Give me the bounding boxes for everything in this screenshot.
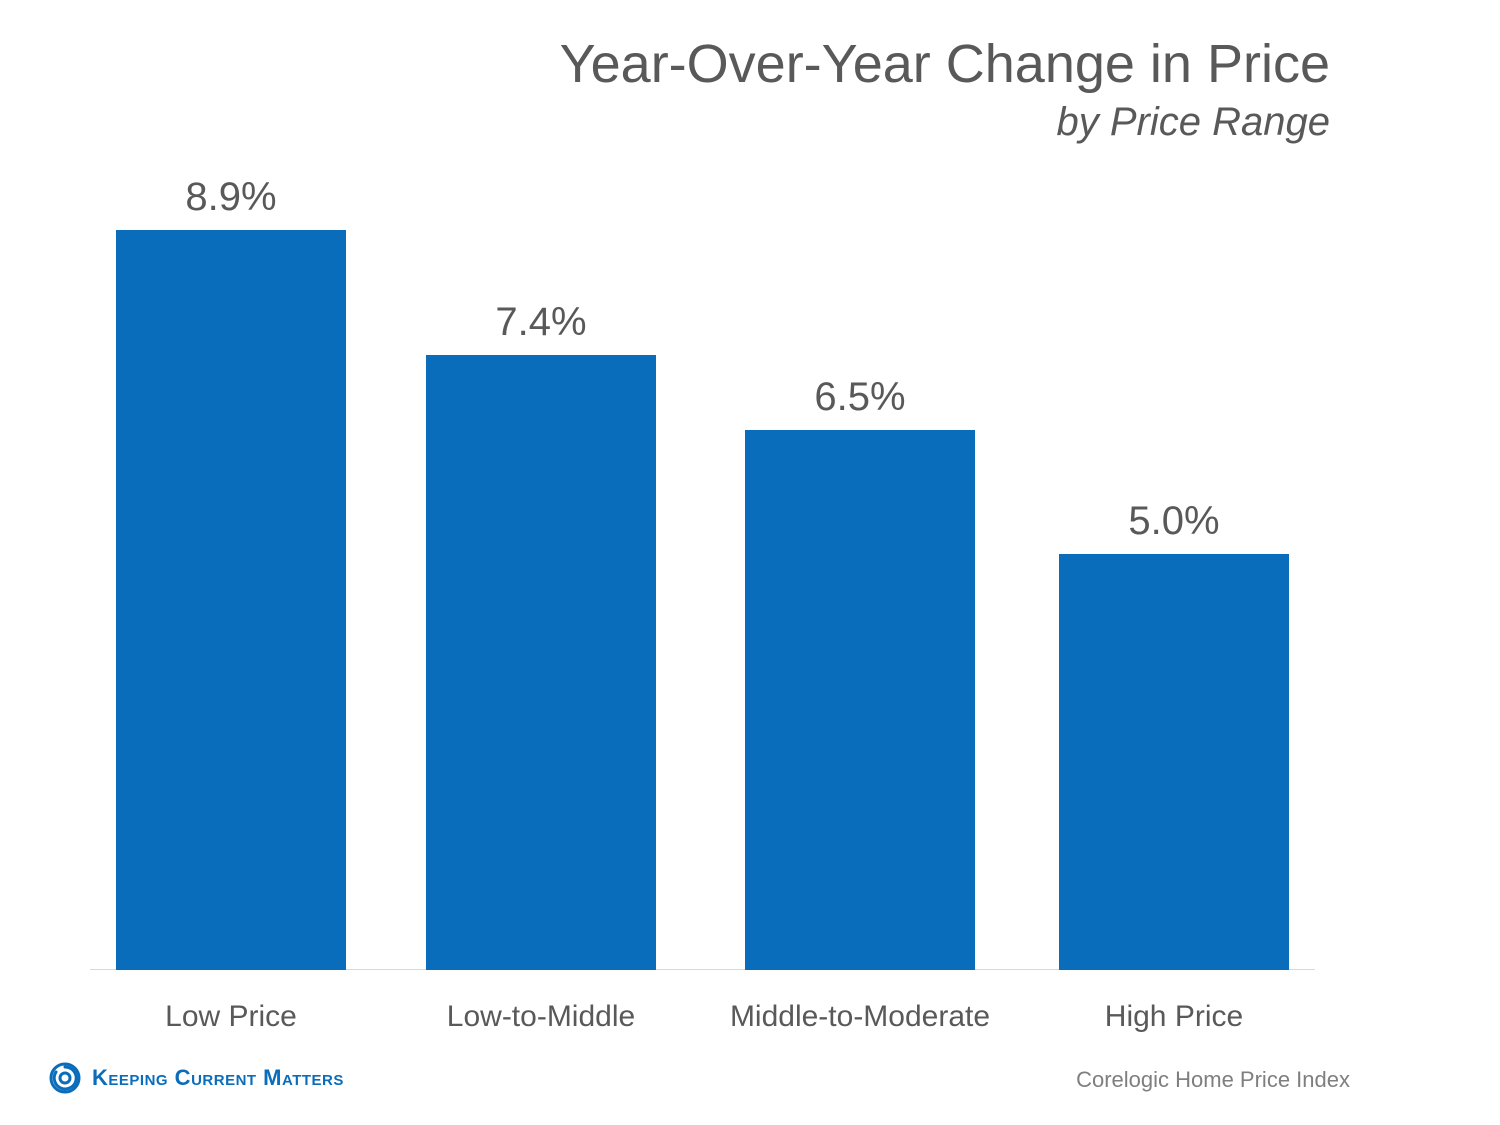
chart-title-block: Year-Over-Year Change in Price by Price … <box>560 35 1330 145</box>
bar-slot: 6.5% <box>745 430 975 970</box>
bar-slot: 5.0% <box>1059 554 1289 970</box>
bar <box>745 430 975 970</box>
category-label: High Price <box>1014 1000 1334 1034</box>
category-label: Low Price <box>71 1000 391 1034</box>
bar-value-label: 8.9% <box>81 175 381 220</box>
source-attribution: Corelogic Home Price Index <box>1076 1067 1350 1093</box>
bar <box>1059 554 1289 970</box>
bar-value-label: 5.0% <box>1024 499 1324 544</box>
bar-slot: 7.4% <box>426 355 656 970</box>
bar <box>116 230 346 970</box>
bar <box>426 355 656 970</box>
footer-brand: Keeping Current Matters <box>48 1061 344 1095</box>
slide-stage: Year-Over-Year Change in Price by Price … <box>0 0 1500 1125</box>
bar-value-label: 7.4% <box>391 300 691 345</box>
spiral-logo-icon <box>48 1061 82 1095</box>
category-label: Middle-to-Moderate <box>700 1000 1020 1034</box>
chart-subtitle: by Price Range <box>560 100 1330 145</box>
brand-text: Keeping Current Matters <box>92 1065 344 1091</box>
chart-title: Year-Over-Year Change in Price <box>560 35 1330 94</box>
bar-value-label: 6.5% <box>710 375 1010 420</box>
bar-slot: 8.9% <box>116 230 346 970</box>
bar-chart: 8.9% 7.4% 6.5% 5.0% <box>90 230 1315 970</box>
category-label: Low-to-Middle <box>381 1000 701 1034</box>
